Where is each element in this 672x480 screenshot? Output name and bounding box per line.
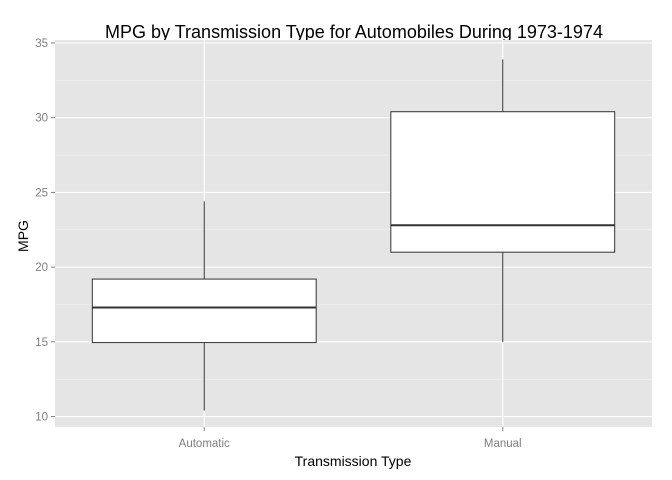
y-tick-label: 20	[35, 262, 48, 274]
x-axis-title: Transmission Type	[295, 453, 412, 469]
x-tick-label: Manual	[484, 438, 522, 450]
box-iqr	[390, 111, 616, 253]
x-tick-label: Automatic	[179, 438, 230, 450]
y-tick-label: 15	[35, 337, 48, 349]
y-tick-label: 10	[35, 412, 48, 424]
box-automatic	[91, 201, 317, 411]
y-tick-label: 25	[35, 187, 48, 199]
box-iqr	[91, 278, 317, 344]
x-axis: Automatic Manual	[179, 427, 522, 450]
y-tick-label: 30	[35, 113, 48, 125]
box-manual	[390, 59, 616, 342]
chart-title: MPG by Transmission Type for Automobiles…	[105, 22, 603, 42]
y-tick-label: 35	[35, 38, 48, 50]
boxes	[91, 59, 616, 411]
y-axis-title: MPG	[15, 220, 31, 252]
y-axis: 10 15 20 25 30 35	[35, 38, 55, 424]
